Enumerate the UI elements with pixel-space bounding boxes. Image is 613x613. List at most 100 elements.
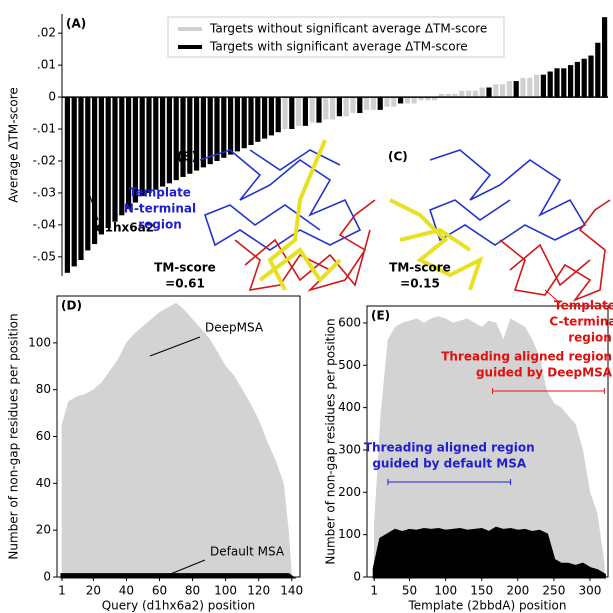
plot-layer: Targets without significant average ΔTM-… [7,14,613,613]
bar [214,97,219,161]
bar [119,97,124,215]
bar [459,91,464,97]
y-tick-label: 100 [338,527,361,541]
series-label: DeepMSA [205,321,264,335]
bar [541,75,546,97]
x-tick-label: 40 [119,584,134,598]
y-tick-label: 300 [338,442,361,456]
y-axis-label: Average ΔTM-score [7,87,21,203]
bar [391,97,396,107]
series-label: Default MSA [210,545,285,559]
bar [201,97,206,167]
bar [140,97,145,196]
bar [473,91,478,97]
bar [527,78,532,97]
annotation: Threading aligned region [441,350,612,364]
bar [466,91,471,97]
tm-score-label: TM-score [389,261,451,275]
bar [262,97,267,139]
y-tick-label: 60 [36,429,51,443]
bar [160,97,165,186]
bar [582,59,587,97]
bar [112,97,117,222]
bar [85,97,90,250]
bar [371,97,376,110]
bar [344,97,349,116]
bar [514,81,519,97]
bar [180,97,185,177]
x-tick-label: 150 [470,584,493,598]
region-label: Template [129,186,191,200]
bar [65,97,70,273]
tm-score-label: =0.15 [400,277,440,291]
bar [242,97,247,148]
bar [208,97,213,164]
figure: Targets without significant average ΔTM-… [0,0,613,613]
bar [507,81,512,97]
bar [282,97,287,129]
x-axis-label: Template (2bbdA) position [408,599,567,613]
x-tick-label: 50 [402,584,417,598]
annotation: Threading aligned region [364,441,535,455]
bar [316,97,321,123]
bar [255,97,260,142]
structure-yellow [260,140,340,290]
x-tick-label: 60 [152,584,167,598]
bar [167,97,172,183]
y-tick-label: 40 [36,476,51,490]
region-label: region [138,218,182,232]
bar [412,97,417,103]
structure-b [200,140,375,290]
bar [378,97,383,110]
region-label: Template [554,299,613,313]
x-tick-label: 100 [434,584,457,598]
bar [303,97,308,126]
bar [486,87,491,97]
bar [174,97,179,180]
y-tick-label: 0 [48,90,56,104]
bar [337,97,342,116]
y-tick-label: 0 [43,570,51,584]
annotation: guided by default MSA [372,457,527,471]
x-tick-label: 1 [370,584,378,598]
bar [221,97,226,158]
structure-blue [200,150,360,250]
panel-label: (E) [371,309,390,323]
bar [561,68,566,97]
annotation: guided by DeepMSA [476,366,613,380]
bar [568,65,573,97]
bar [575,62,580,97]
area [62,303,292,577]
bar [106,97,111,228]
bar [228,97,233,155]
bar [310,97,315,123]
tm-score-label: TM-score [154,261,216,275]
x-tick-label: 200 [506,584,529,598]
y-tick-label: -.05 [33,249,56,263]
panel-label: (A) [66,17,86,31]
bar [289,97,294,129]
y-tick-label: .01 [37,58,56,72]
x-tick-label: 20 [86,584,101,598]
y-axis-label: Number of non-gap residues per position [7,313,21,559]
x-tick-label: 140 [280,584,303,598]
y-tick-label: -.03 [33,185,56,199]
y-tick-label: 0 [353,570,361,584]
bar [99,97,104,234]
x-tick-label: 1 [58,584,66,598]
bar [248,97,253,145]
y-tick-label: .02 [37,26,56,40]
bar [520,78,525,97]
panel-label: (C) [388,150,408,164]
y-tick-label: -.01 [33,122,56,136]
bar [548,72,553,98]
bar [595,43,600,97]
bar [554,68,559,97]
y-tick-label: 400 [338,400,361,414]
panel-label: (B) [177,150,197,164]
structure-blue [430,150,585,245]
bar [480,87,485,97]
structure-red [500,200,610,300]
tm-score-label: =0.61 [165,277,205,291]
structure-red [235,200,375,290]
